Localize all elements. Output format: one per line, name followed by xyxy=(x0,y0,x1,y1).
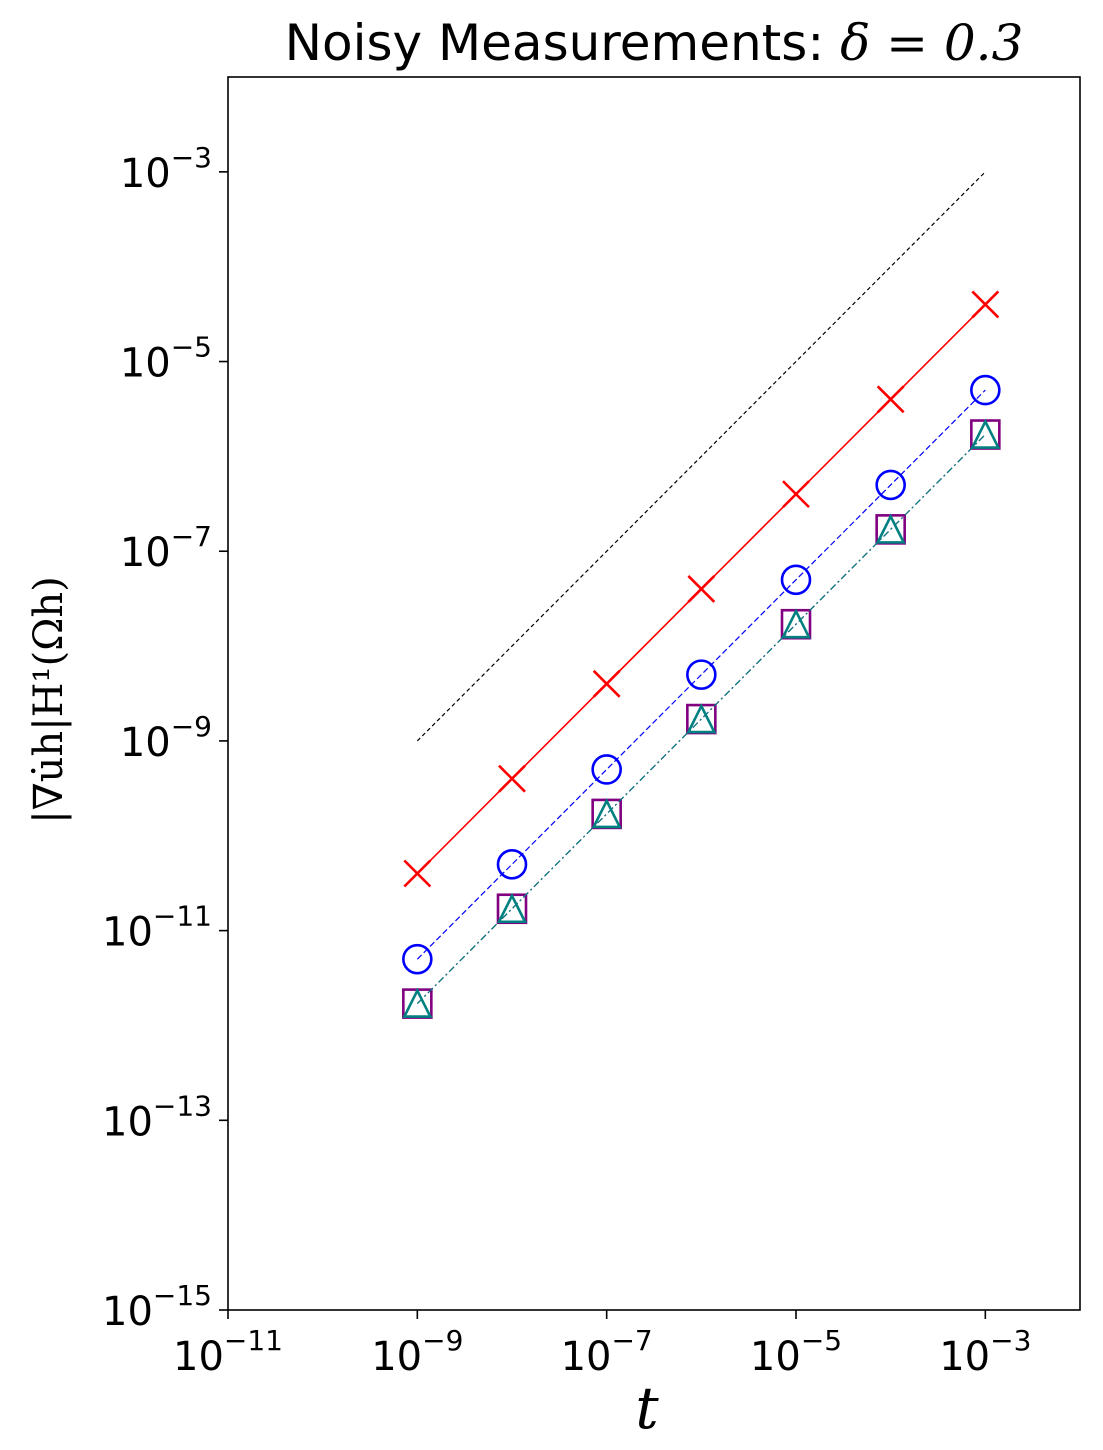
x-tick-label: 10−5 xyxy=(750,1324,842,1380)
chart-title-math: δ = 0.3 xyxy=(840,14,1023,72)
y-tick-label-base: 10 xyxy=(102,1099,153,1145)
data-point-x-marker xyxy=(687,575,716,603)
x-tick-label-exponent: −11 xyxy=(224,1324,283,1357)
x-axis-ticks: 10−11 10−9 10−7 10−5 10−3 xyxy=(173,1310,1031,1380)
x-marker-stroke xyxy=(971,290,1000,319)
x-tick-label-exponent: −3 xyxy=(990,1324,1031,1357)
chart-title-text: Noisy Measurements: xyxy=(285,14,840,72)
y-tick-label-base: 10 xyxy=(102,1289,153,1335)
x-tick-label-base: 10 xyxy=(173,1334,224,1380)
x-tick-label: 10−7 xyxy=(561,1324,653,1380)
x-tick-label: 10−9 xyxy=(371,1324,463,1380)
data-point-circle-marker xyxy=(875,469,906,501)
y-tick-label-base: 10 xyxy=(120,151,171,197)
y-tick-label-exponent: −3 xyxy=(171,141,212,174)
data-point-x-marker xyxy=(876,385,905,414)
x-marker-stroke xyxy=(403,859,432,888)
series-line-circle xyxy=(416,389,986,960)
chart-title: Noisy Measurements: δ = 0.3 xyxy=(285,14,1024,72)
series-line-triangle xyxy=(416,434,986,1005)
y-tick-label-base: 10 xyxy=(120,341,171,387)
x-marker-stroke xyxy=(782,480,810,509)
data-point-triangle-marker xyxy=(686,703,717,734)
data-point-triangle-marker xyxy=(591,798,622,829)
data-point-circle-marker xyxy=(686,659,717,690)
reference-line-group xyxy=(416,171,986,742)
data-point-x-marker xyxy=(498,764,526,793)
plot-area-frame xyxy=(227,76,1081,1311)
data-point-triangle-marker xyxy=(970,418,1001,449)
x-tick-label-base: 10 xyxy=(371,1334,422,1380)
data-point-circle-marker xyxy=(970,374,1001,406)
y-tick-label-base: 10 xyxy=(120,720,171,766)
series-group xyxy=(402,290,1001,1019)
x-tick-label-base: 10 xyxy=(561,1334,612,1380)
reference-slope-line xyxy=(416,171,986,742)
y-tick-label: 10−11 xyxy=(102,900,212,956)
y-tick-label: 10−5 xyxy=(120,331,212,387)
data-point-x-marker xyxy=(592,669,621,698)
y-tick-label-exponent: −7 xyxy=(171,520,212,553)
y-tick-label: 10−13 xyxy=(102,1089,212,1145)
x-marker-stroke xyxy=(592,669,621,698)
y-tick-label: 10−7 xyxy=(120,520,212,576)
data-point-triangle-marker xyxy=(780,608,812,639)
y-tick-label-exponent: −13 xyxy=(153,1089,212,1122)
y-tick-label-exponent: −5 xyxy=(171,331,212,364)
series-circle xyxy=(402,374,1001,975)
data-point-circle-marker xyxy=(591,754,622,785)
x-marker-stroke xyxy=(687,575,716,603)
data-point-triangle-marker xyxy=(496,892,528,924)
x-marker-stroke xyxy=(498,764,526,793)
y-tick-label-base: 10 xyxy=(102,910,153,956)
data-point-triangle-marker xyxy=(402,987,433,1018)
y-tick-label-base: 10 xyxy=(120,530,171,576)
x-tick-label-exponent: −9 xyxy=(422,1324,463,1357)
x-tick-label-exponent: −5 xyxy=(801,1324,842,1357)
x-tick-label: 10−11 xyxy=(173,1324,283,1380)
data-point-x-marker xyxy=(782,480,810,509)
y-tick-label: 10−9 xyxy=(120,710,212,766)
series-triangle xyxy=(402,418,1001,1018)
y-tick-label-exponent: −15 xyxy=(153,1279,212,1312)
data-point-circle-marker xyxy=(496,849,528,880)
series-x xyxy=(403,290,1000,888)
y-axis-label: |∇u̇h|H¹(Ωh) xyxy=(26,576,72,823)
data-point-triangle-marker xyxy=(875,513,906,544)
x-axis-label: t xyxy=(635,1374,659,1442)
y-tick-label: 10−15 xyxy=(102,1279,212,1335)
y-tick-label-exponent: −11 xyxy=(153,900,212,933)
x-tick-label: 10−3 xyxy=(939,1324,1031,1380)
data-point-circle-marker xyxy=(780,564,812,596)
x-tick-label-base: 10 xyxy=(750,1334,801,1380)
y-tick-label: 10−3 xyxy=(120,141,212,197)
data-point-x-marker xyxy=(971,290,1000,319)
data-point-x-marker xyxy=(403,859,432,888)
data-point-circle-marker xyxy=(402,943,433,975)
x-tick-label-exponent: −7 xyxy=(611,1324,652,1357)
y-tick-label-exponent: −9 xyxy=(171,710,212,743)
x-marker-stroke xyxy=(876,385,905,414)
x-tick-label-base: 10 xyxy=(939,1334,990,1380)
